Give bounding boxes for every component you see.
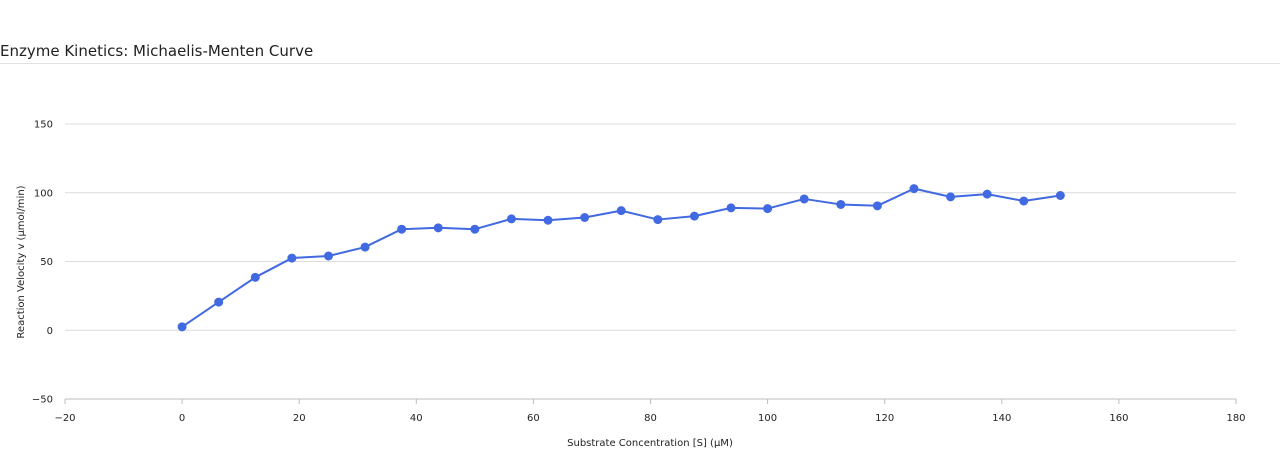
x-tick-label: 0 (179, 413, 185, 424)
title-divider (0, 63, 1280, 64)
data-point[interactable] (543, 215, 553, 225)
x-axis-title: Substrate Concentration [S] (µM) (567, 438, 733, 449)
data-point[interactable] (946, 192, 956, 202)
x-tick-label: 120 (875, 413, 894, 424)
x-tick-label: 140 (992, 413, 1011, 424)
chart-title: Enzyme Kinetics: Michaelis-Menten Curve (0, 42, 314, 60)
data-point[interactable] (616, 206, 626, 216)
data-point[interactable] (287, 253, 297, 263)
data-point[interactable] (836, 199, 846, 209)
x-tick-label: 80 (644, 413, 657, 424)
data-point[interactable] (763, 204, 773, 214)
x-tick-label: 60 (527, 413, 540, 424)
data-point[interactable] (982, 189, 992, 199)
y-tick-label: 0 (47, 326, 53, 337)
y-tick-label: 100 (34, 188, 53, 199)
axes (64, 398, 1237, 404)
x-tick-label: 40 (410, 413, 423, 424)
y-tick-label: 50 (40, 257, 53, 268)
data-point[interactable] (1055, 191, 1065, 200)
data-point[interactable] (909, 184, 919, 194)
x-tick-label: 100 (758, 413, 777, 424)
data-point[interactable] (1019, 196, 1029, 206)
data-point[interactable] (250, 272, 260, 282)
x-tick-label: 160 (1109, 413, 1128, 424)
data-point[interactable] (580, 213, 590, 222)
y-tick-label: 150 (34, 120, 53, 131)
x-tick-label: 180 (1226, 413, 1245, 424)
data-point[interactable] (506, 214, 516, 224)
data-point[interactable] (872, 201, 882, 211)
x-tick-label: 20 (293, 413, 306, 424)
data-point[interactable] (397, 224, 407, 234)
data-point[interactable] (726, 203, 736, 213)
data-series (177, 184, 1065, 332)
grid-lines (65, 123, 1236, 331)
y-tick-label: −50 (32, 395, 53, 406)
data-point[interactable] (214, 297, 224, 307)
data-point[interactable] (653, 215, 663, 225)
tick-labels: −50 0 50 100 150 −20 0 20 40 60 80 100 120 140 160 180 (32, 120, 1246, 425)
data-point[interactable] (177, 322, 187, 332)
data-point[interactable] (360, 242, 370, 252)
x-tick-label: −20 (54, 413, 75, 424)
y-axis-title: Reaction Velocity v (µmol/min) (16, 185, 27, 338)
data-point[interactable] (323, 251, 333, 261)
data-point[interactable] (470, 224, 480, 234)
data-point[interactable] (433, 223, 443, 233)
data-point[interactable] (689, 211, 699, 221)
data-point[interactable] (799, 194, 809, 204)
